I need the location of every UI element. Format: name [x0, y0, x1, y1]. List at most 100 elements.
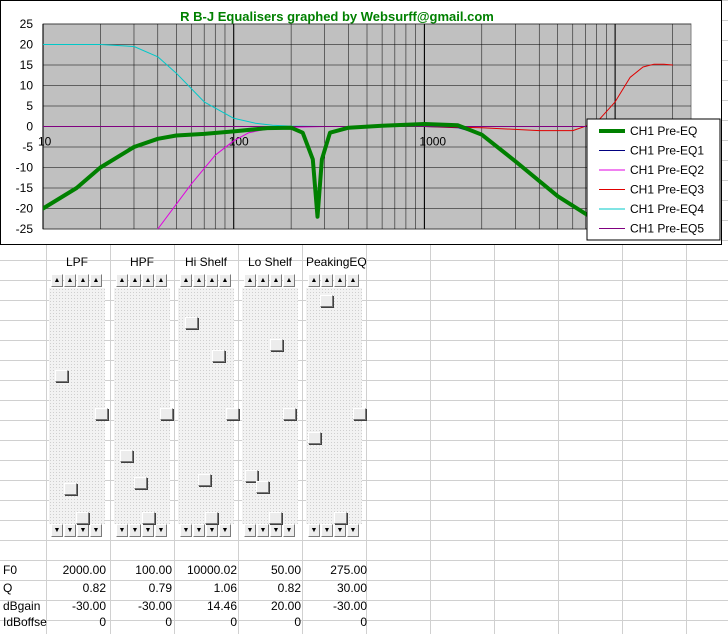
- y-tick-label: 25: [20, 17, 34, 31]
- table-cell[interactable]: 0.79: [116, 581, 172, 595]
- table-cell[interactable]: 0.82: [245, 581, 301, 595]
- table-cell[interactable]: 0: [311, 615, 367, 629]
- slider-thumb[interactable]: [212, 350, 225, 362]
- scroll-down-arrow-icon[interactable]: ▼: [347, 524, 359, 537]
- scroll-down-arrow-icon[interactable]: ▼: [142, 524, 154, 537]
- legend-entry: CH1 Pre-EQ3: [630, 183, 704, 197]
- slider-thumb[interactable]: [134, 477, 147, 489]
- scroll-up-arrow-icon[interactable]: ▲: [308, 274, 320, 287]
- scroll-down-arrow-icon[interactable]: ▼: [180, 524, 192, 537]
- table-cell[interactable]: 50.00: [245, 563, 301, 577]
- scroll-up-arrow-icon[interactable]: ▲: [283, 274, 295, 287]
- slider-thumb[interactable]: [160, 408, 173, 420]
- slider-thumb[interactable]: [256, 481, 269, 493]
- scroll-down-arrow-icon[interactable]: ▼: [321, 524, 333, 537]
- scroll-up-arrow-icon[interactable]: ▲: [77, 274, 89, 287]
- table-cell[interactable]: 100.00: [116, 563, 172, 577]
- scroll-up-arrow-icon[interactable]: ▲: [321, 274, 333, 287]
- scroll-up-arrow-icon[interactable]: ▲: [129, 274, 141, 287]
- table-cell[interactable]: 0: [50, 615, 106, 629]
- x-tick-label: 10: [38, 135, 52, 149]
- scroll-down-arrow-icon[interactable]: ▼: [116, 524, 128, 537]
- row-label: IdBoffse: [3, 615, 47, 629]
- slider-thumb[interactable]: [320, 295, 333, 307]
- chart-title: R B-J Equalisers graphed by Websurff@gma…: [180, 9, 494, 24]
- slider-thumb[interactable]: [353, 408, 366, 420]
- scroll-down-arrow-icon[interactable]: ▼: [270, 524, 282, 537]
- table-cell[interactable]: 0: [116, 615, 172, 629]
- table-cell[interactable]: 2000.00: [50, 563, 106, 577]
- y-tick-label: -20: [16, 202, 34, 216]
- scroll-down-arrow-icon[interactable]: ▼: [77, 524, 89, 537]
- eq-chart[interactable]: R B-J Equalisers graphed by Websurff@gma…: [0, 0, 722, 245]
- scroll-down-arrow-icon[interactable]: ▼: [193, 524, 205, 537]
- slider-thumb[interactable]: [205, 512, 218, 524]
- scroll-down-arrow-icon[interactable]: ▼: [219, 524, 231, 537]
- scroll-up-arrow-icon[interactable]: ▲: [270, 274, 282, 287]
- slider-thumb[interactable]: [308, 432, 321, 444]
- scroll-down-arrow-icon[interactable]: ▼: [206, 524, 218, 537]
- slider-thumb[interactable]: [198, 474, 211, 486]
- scroll-up-arrow-icon[interactable]: ▲: [142, 274, 154, 287]
- table-cell[interactable]: 30.00: [311, 581, 367, 595]
- scroll-down-arrow-icon[interactable]: ▼: [308, 524, 320, 537]
- slider-thumb[interactable]: [270, 339, 283, 351]
- slider-track[interactable]: [242, 288, 298, 524]
- table-cell[interactable]: 0: [181, 615, 237, 629]
- table-cell[interactable]: -30.00: [311, 599, 367, 613]
- y-tick-label: 15: [20, 58, 34, 72]
- table-cell[interactable]: 14.46: [181, 599, 237, 613]
- scroll-up-arrow-icon[interactable]: ▲: [90, 274, 102, 287]
- scroll-down-arrow-icon[interactable]: ▼: [64, 524, 76, 537]
- scroll-up-arrow-icon[interactable]: ▲: [244, 274, 256, 287]
- slider-thumb[interactable]: [142, 512, 155, 524]
- table-cell[interactable]: 0.82: [50, 581, 106, 595]
- slider-thumb[interactable]: [76, 512, 89, 524]
- slider-thumb[interactable]: [120, 450, 133, 462]
- scroll-up-arrow-icon[interactable]: ▲: [347, 274, 359, 287]
- table-cell[interactable]: 20.00: [245, 599, 301, 613]
- slider-thumb[interactable]: [283, 408, 296, 420]
- scroll-down-arrow-icon[interactable]: ▼: [244, 524, 256, 537]
- scroll-up-arrow-icon[interactable]: ▲: [334, 274, 346, 287]
- scroll-down-arrow-icon[interactable]: ▼: [51, 524, 63, 537]
- slider-group-label: PeakingEQ: [306, 255, 362, 269]
- scroll-up-arrow-icon[interactable]: ▲: [257, 274, 269, 287]
- slider-thumb[interactable]: [269, 512, 282, 524]
- scroll-up-arrow-icon[interactable]: ▲: [64, 274, 76, 287]
- table-cell[interactable]: 1.06: [181, 581, 237, 595]
- scroll-up-arrow-icon[interactable]: ▲: [155, 274, 167, 287]
- slider-thumb[interactable]: [95, 408, 108, 420]
- slider-group: ▲ ▼ ▲ ▼ ▲ ▼ ▲ ▼: [114, 272, 170, 540]
- slider-thumb[interactable]: [55, 370, 68, 382]
- scroll-up-arrow-icon[interactable]: ▲: [206, 274, 218, 287]
- slider-thumb[interactable]: [334, 512, 347, 524]
- slider-thumb[interactable]: [64, 483, 77, 495]
- legend-entry: CH1 Pre-EQ4: [630, 202, 704, 216]
- table-cell[interactable]: 275.00: [311, 563, 367, 577]
- chart-legend: CH1 Pre-EQCH1 Pre-EQ1CH1 Pre-EQ2CH1 Pre-…: [587, 119, 720, 240]
- scroll-down-arrow-icon[interactable]: ▼: [90, 524, 102, 537]
- table-cell[interactable]: 0: [245, 615, 301, 629]
- scroll-down-arrow-icon[interactable]: ▼: [129, 524, 141, 537]
- scroll-up-arrow-icon[interactable]: ▲: [116, 274, 128, 287]
- table-cell[interactable]: 10000.02: [181, 563, 237, 577]
- table-cell[interactable]: -30.00: [116, 599, 172, 613]
- x-tick-label: 100: [229, 135, 249, 149]
- slider-group-label: Hi Shelf: [178, 255, 234, 269]
- scroll-down-arrow-icon[interactable]: ▼: [283, 524, 295, 537]
- scroll-up-arrow-icon[interactable]: ▲: [51, 274, 63, 287]
- scroll-up-arrow-icon[interactable]: ▲: [193, 274, 205, 287]
- scroll-up-arrow-icon[interactable]: ▲: [219, 274, 231, 287]
- slider-thumb[interactable]: [185, 317, 198, 329]
- slider-group: ▲ ▼ ▲ ▼ ▲ ▼ ▲ ▼: [49, 272, 105, 540]
- scroll-down-arrow-icon[interactable]: ▼: [257, 524, 269, 537]
- slider-track[interactable]: [306, 288, 362, 524]
- scroll-down-arrow-icon[interactable]: ▼: [155, 524, 167, 537]
- scroll-up-arrow-icon[interactable]: ▲: [180, 274, 192, 287]
- y-tick-label: 5: [26, 99, 33, 113]
- slider-thumb[interactable]: [226, 408, 239, 420]
- table-cell[interactable]: -30.00: [50, 599, 106, 613]
- scroll-down-arrow-icon[interactable]: ▼: [334, 524, 346, 537]
- slider-track[interactable]: [49, 288, 105, 524]
